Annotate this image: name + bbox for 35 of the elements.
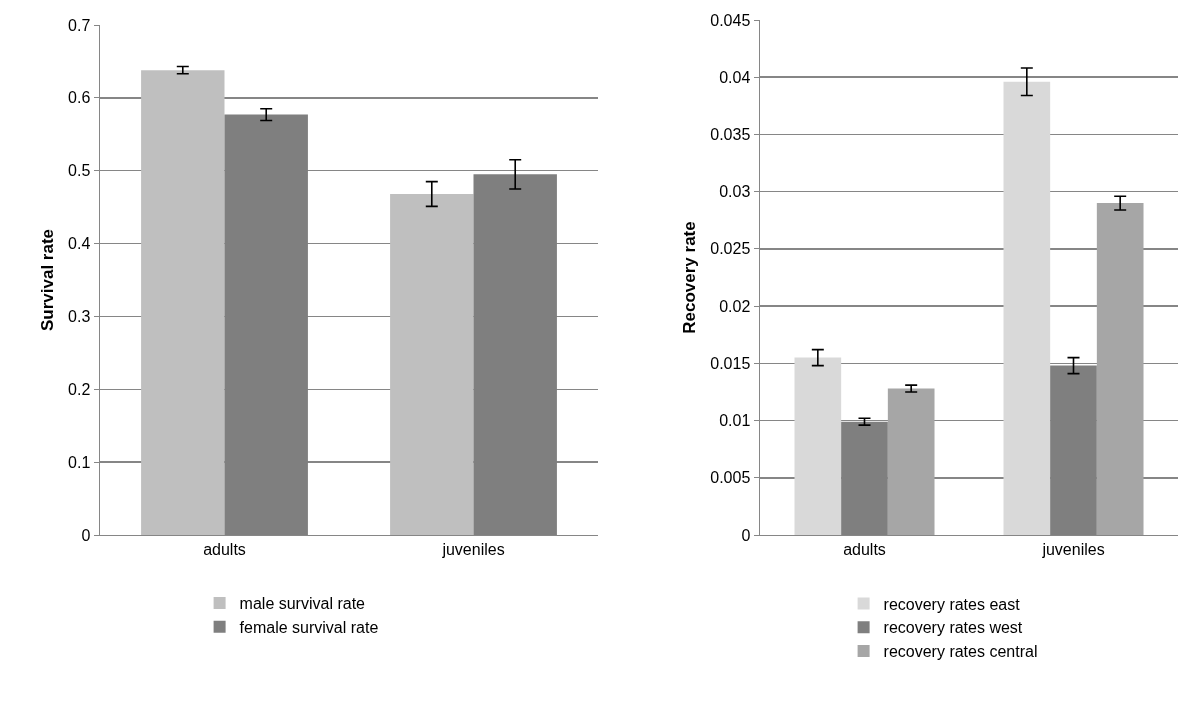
y-tick-label: 0.3 bbox=[68, 308, 91, 326]
y-tick-label: 0.04 bbox=[719, 68, 751, 86]
y-tick-label: 0.02 bbox=[719, 297, 751, 315]
y-tick-label: 0.4 bbox=[68, 235, 91, 253]
legend-label: male survival rate bbox=[239, 595, 366, 613]
y-tick-label: 0.03 bbox=[719, 183, 751, 201]
y-tick-label: 0.045 bbox=[710, 11, 751, 29]
y-tick-label: 0.5 bbox=[68, 162, 91, 180]
bar bbox=[390, 194, 474, 535]
y-tick-label: 0.1 bbox=[68, 453, 91, 471]
y-tick-label: 0.025 bbox=[710, 240, 751, 258]
y-tick-label: 0.6 bbox=[68, 89, 91, 107]
y-axis-title: Survival rate bbox=[37, 228, 57, 332]
y-tick-label: 0 bbox=[741, 526, 751, 544]
bar bbox=[141, 70, 225, 535]
y-tick-label: 0.2 bbox=[68, 380, 91, 398]
legend-label: recovery rates west bbox=[883, 619, 1023, 637]
x-tick-label: adults bbox=[203, 541, 246, 559]
bar bbox=[887, 388, 935, 535]
y-tick-label: 0.015 bbox=[710, 354, 751, 372]
legend-label: recovery rates central bbox=[883, 643, 1038, 661]
y-tick-label: 0.7 bbox=[68, 16, 91, 34]
y-tick-label: 0 bbox=[81, 526, 91, 544]
legend-label: female survival rate bbox=[239, 618, 379, 636]
y-tick-label: 0.035 bbox=[710, 126, 751, 144]
y-tick-label: 0.01 bbox=[719, 412, 751, 430]
legend-label: recovery rates east bbox=[883, 595, 1021, 613]
bar bbox=[1096, 203, 1144, 535]
y-tick-label: 0.005 bbox=[710, 469, 751, 487]
y-axis-title: Recovery rate bbox=[680, 221, 700, 334]
x-tick-label: juveniles bbox=[441, 541, 505, 559]
x-tick-label: juveniles bbox=[1041, 541, 1105, 559]
bar bbox=[794, 357, 842, 535]
bar bbox=[1003, 81, 1051, 535]
x-tick-label: adults bbox=[843, 541, 886, 559]
